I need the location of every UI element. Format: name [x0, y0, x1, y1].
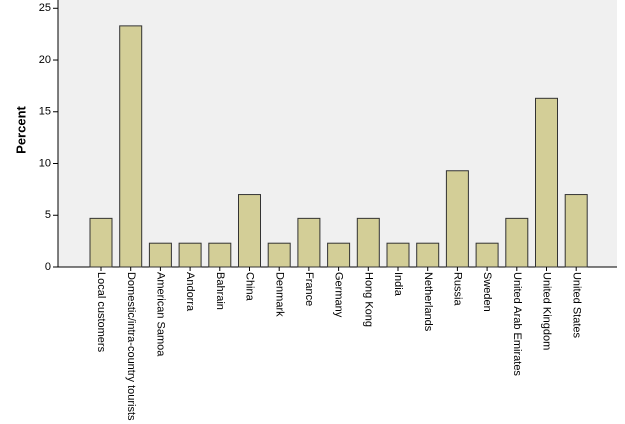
bar	[327, 242, 351, 268]
x-tick-label: China	[244, 272, 256, 302]
x-tick-label: Local customers	[95, 272, 107, 353]
x-tick-label: United States	[570, 272, 582, 339]
x-tick-label: Denmark	[273, 272, 285, 317]
bar	[505, 217, 529, 268]
y-tick-label: 0	[45, 261, 51, 273]
bar	[445, 170, 469, 268]
x-tick-label: Sweden	[481, 272, 493, 312]
bar	[535, 97, 558, 268]
bar	[267, 242, 291, 268]
x-tick-label: Bahrain	[214, 272, 226, 310]
x-tick-label: Hong Kong	[362, 272, 374, 327]
y-axis-title: Percent	[13, 105, 28, 153]
y-tick-label: 25	[39, 2, 51, 14]
x-tick-label: Germany	[333, 272, 345, 318]
x-tick-label: India	[392, 272, 404, 297]
bar	[148, 242, 172, 268]
x-tick-label: United Arab Emirates	[511, 272, 523, 376]
bar	[356, 217, 380, 268]
bar	[564, 194, 588, 268]
bar	[475, 242, 499, 268]
x-tick-label: France	[303, 272, 315, 306]
y-tick-label: 20	[39, 54, 51, 66]
bar	[386, 242, 410, 268]
y-tick-label: 5	[45, 209, 51, 221]
bar	[89, 217, 113, 268]
y-tick-label: 10	[39, 157, 51, 169]
x-tick-label: American Samoa	[154, 272, 166, 357]
bar	[208, 242, 232, 268]
x-tick-label: Andorra	[184, 272, 196, 312]
x-tick-label: Domestic/intra-country tourists	[125, 272, 137, 421]
x-tick-label: United Kingdom	[541, 272, 553, 350]
bar	[297, 217, 321, 268]
x-tick-label: Netherlands	[422, 272, 434, 332]
bar	[238, 194, 261, 268]
bar	[416, 242, 440, 268]
y-tick-label: 15	[39, 106, 51, 118]
bar	[119, 25, 143, 268]
bar	[178, 242, 202, 268]
x-tick-label: Russia	[451, 272, 463, 307]
